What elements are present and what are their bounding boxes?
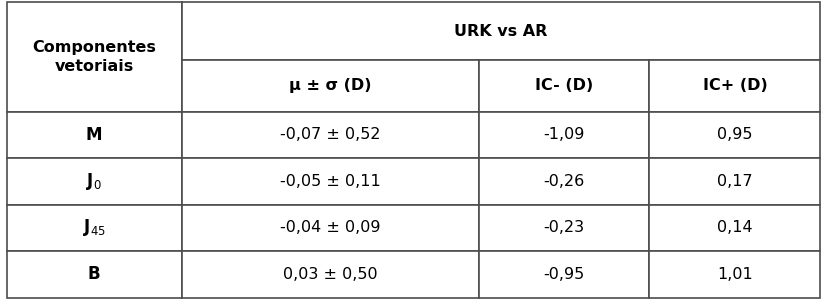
Bar: [479, 60, 649, 112]
Text: -0,07 ± 0,52: -0,07 ± 0,52: [280, 128, 380, 142]
Bar: [182, 60, 479, 112]
Text: μ ± σ (D): μ ± σ (D): [289, 78, 371, 93]
Text: 0,14: 0,14: [717, 220, 753, 236]
Bar: [182, 2, 820, 60]
Text: -1,09: -1,09: [543, 128, 585, 142]
Text: -0,95: -0,95: [543, 267, 585, 282]
Bar: [649, 251, 820, 298]
Bar: [649, 205, 820, 251]
Bar: [7, 205, 182, 251]
Bar: [7, 2, 182, 112]
Text: URK vs AR: URK vs AR: [454, 24, 547, 39]
Text: -0,04 ± 0,09: -0,04 ± 0,09: [280, 220, 380, 236]
Text: IC+ (D): IC+ (D): [703, 78, 767, 93]
Text: 0,17: 0,17: [717, 174, 753, 189]
Text: J$_{45}$: J$_{45}$: [83, 218, 106, 239]
Bar: [182, 205, 479, 251]
Bar: [479, 112, 649, 158]
Bar: [479, 205, 649, 251]
Text: -0,23: -0,23: [543, 220, 585, 236]
Bar: [7, 158, 182, 205]
Text: J$_0$: J$_0$: [86, 171, 102, 192]
Text: B: B: [88, 266, 100, 284]
Bar: [649, 158, 820, 205]
Bar: [182, 251, 479, 298]
Bar: [649, 112, 820, 158]
Bar: [182, 112, 479, 158]
Bar: [649, 60, 820, 112]
Text: 0,95: 0,95: [717, 128, 753, 142]
Text: -0,26: -0,26: [543, 174, 585, 189]
Text: IC- (D): IC- (D): [535, 78, 593, 93]
Text: Componentes
vetoriais: Componentes vetoriais: [32, 40, 156, 74]
Bar: [182, 158, 479, 205]
Bar: [7, 112, 182, 158]
Text: -0,05 ± 0,11: -0,05 ± 0,11: [280, 174, 380, 189]
Text: 0,03 ± 0,50: 0,03 ± 0,50: [283, 267, 377, 282]
Bar: [479, 158, 649, 205]
Text: M: M: [86, 126, 103, 144]
Bar: [479, 251, 649, 298]
Text: 1,01: 1,01: [717, 267, 753, 282]
Bar: [7, 251, 182, 298]
